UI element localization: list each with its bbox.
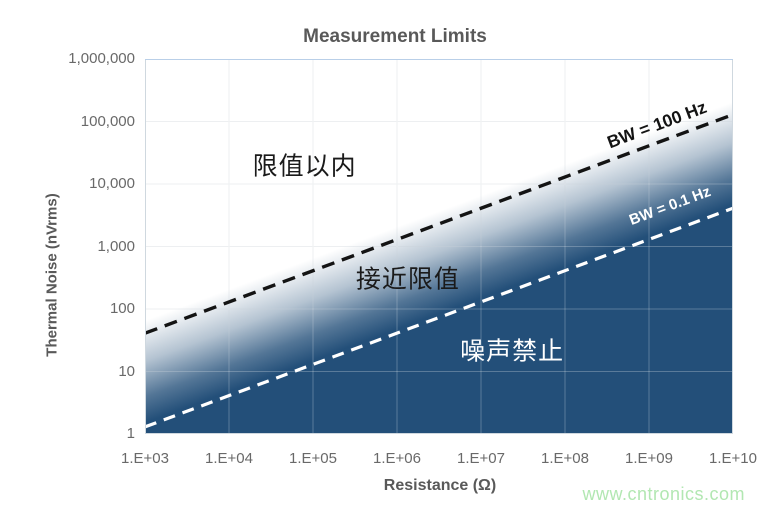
watermark: www.cntronics.com [582, 484, 745, 504]
x-tick-label: 1.E+08 [541, 450, 589, 467]
x-tick-label: 1.E+04 [205, 450, 253, 467]
x-tick-label: 1.E+03 [121, 450, 169, 467]
annotation-noise-forbidden: 噪声禁止 [460, 337, 565, 366]
x-tick-label: 1.E+05 [289, 450, 337, 467]
x-axis-title: Resistance (Ω) [383, 477, 497, 494]
series-line-1 [145, 206, 733, 429]
y-axis-title: Thermal Noise (nVrms) [43, 193, 61, 357]
annotation-near-limit: 接近限值 [355, 265, 460, 294]
plot-svg [145, 59, 733, 434]
x-tick-label: 1.E+07 [457, 450, 505, 467]
y-tick-label: 100,000 [80, 112, 135, 130]
y-tick-label: 1 [126, 425, 135, 442]
y-tick-label: 1,000 [97, 237, 135, 255]
x-tick-label: 1.E+09 [625, 450, 673, 467]
y-tick-label: 10,000 [89, 175, 135, 192]
plot-area: 限值以内 接近限值 噪声禁止 BW = 100 Hz BW = 0.1 Hz [145, 59, 733, 434]
chart-title: Measurement Limits [303, 26, 487, 47]
gridlines-overlay [145, 59, 733, 434]
gradient-fill [145, 59, 733, 434]
x-tick-label: 1.E+06 [373, 450, 421, 467]
y-tick-label: 10 [118, 362, 135, 380]
plot-border [145, 59, 733, 434]
annotation-within-limits: 限值以内 [252, 152, 357, 181]
y-tick-label: 1,000,000 [68, 50, 135, 67]
y-tick-label: 100 [109, 300, 135, 317]
x-tick-label: 1.E+10 [709, 450, 757, 467]
